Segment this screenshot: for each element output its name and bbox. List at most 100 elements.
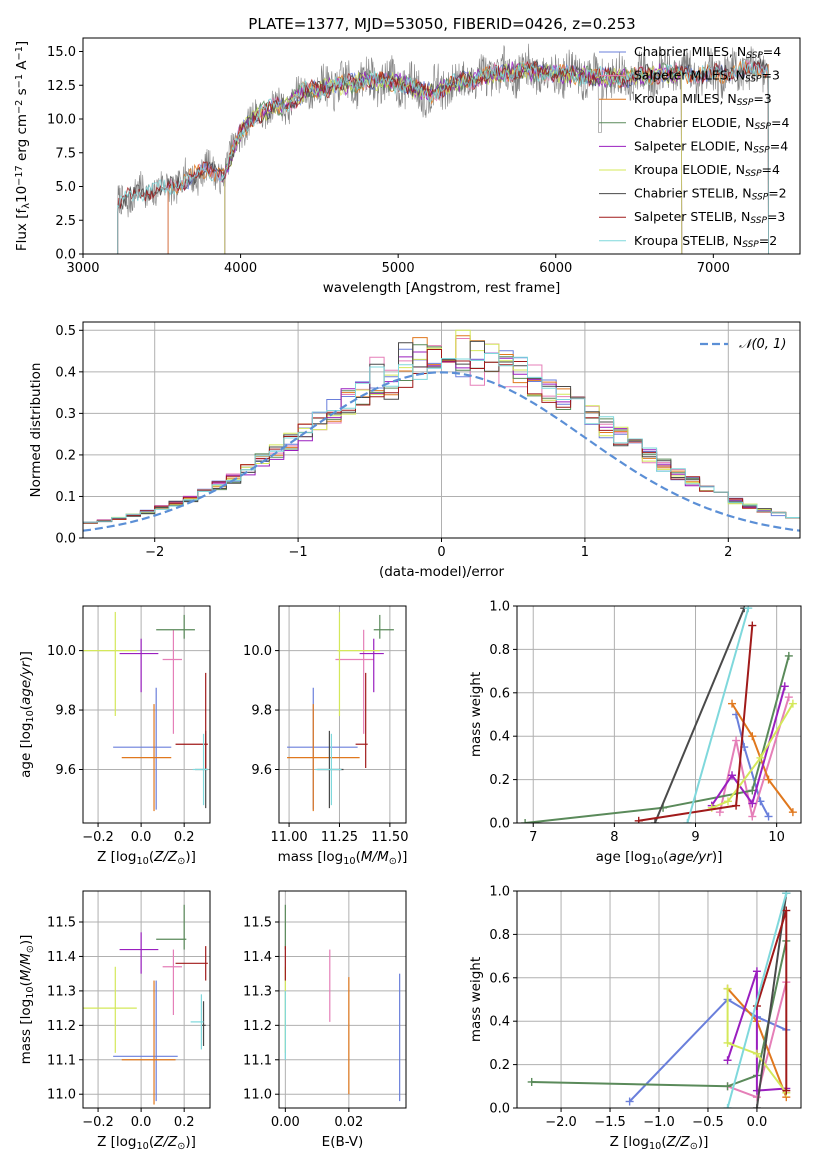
model-line-salpeter-stelib	[117, 60, 769, 254]
weight-marker	[650, 819, 659, 823]
y-axis-label: Flux [fλ10−17 erg cm−2 s−1 A−1]	[14, 41, 32, 251]
x-axis-label: Z [log10(Z/Z⊙)]	[97, 1134, 196, 1152]
legend-label: Chabrier ELODIE, NSSP=4	[634, 115, 789, 132]
y-tick-label: 11.2	[243, 1019, 272, 1034]
y-tick-label: 9.6	[55, 763, 76, 778]
weight-marker	[723, 1104, 732, 1108]
ticks: 11.00 11.25 11.50 9.6 9.8 10.0	[243, 644, 408, 845]
ticks: −0.2 0.0 0.2 11.0 11.1 11.2 11.3 11.4 11.5	[47, 916, 194, 1131]
legend: Chabrier MILES, NSSP=4 Salpeter MILES, NS…	[599, 44, 789, 250]
errorbar-kroupa-elodie	[337, 611, 380, 716]
errorbar-chabrier-elodie	[373, 614, 394, 639]
y-tick-label: 10.0	[243, 644, 272, 659]
age-vs-metallicity-panel: −0.2 0.0 0.2 9.6 9.8 10.0 Z [log10(Z/Z⊙)] age […	[18, 605, 211, 867]
weight-marker	[634, 816, 643, 823]
x-tick-label: 10	[768, 830, 785, 845]
legend-label: Salpeter MILES, NSSP=3	[634, 68, 780, 85]
y-tick-label: 2.5	[55, 214, 76, 229]
x-tick-label: 0.2	[174, 1115, 195, 1130]
weight-line-chabrier-elodie	[531, 940, 788, 1088]
x-tick-label: 8	[610, 830, 618, 845]
legend-label: Kroupa MILES, NSSP=3	[634, 91, 772, 108]
x-tick-label: −0.2	[82, 830, 114, 845]
weight-marker	[764, 812, 773, 821]
y-tick-label: 0.2	[489, 1058, 510, 1073]
errorbar-salpeter-elodie	[359, 638, 384, 693]
weight-line-salpeter-elodie	[726, 970, 787, 1092]
y-tick-label: 0.8	[489, 643, 510, 658]
weight-marker	[748, 732, 757, 741]
y-tick-label: 0.3	[55, 407, 76, 422]
y-tick-label: 0.4	[55, 365, 76, 380]
weight-line-kroupa-elodie	[711, 703, 794, 809]
errorbar-chabrier-stelib	[201, 1001, 206, 1046]
weight-marker	[782, 1086, 791, 1095]
gaussian-reference-curve	[83, 371, 800, 532]
y-tick-label: 9.8	[251, 704, 272, 719]
figure-title: PLATE=1377, MJD=53050, FIBERID=0426, z=0…	[248, 15, 635, 33]
legend-label: Salpeter STELIB, NSSP=3	[634, 209, 785, 226]
y-tick-label: 1.0	[489, 600, 510, 615]
x-axis-label: Z [log10(Z/Z⊙)]	[610, 1134, 709, 1152]
weight-marker	[788, 808, 797, 817]
errorbar-salpeter-stelib	[355, 672, 368, 769]
plot-area	[83, 904, 208, 1105]
weight-line-chabrier-elodie	[524, 655, 790, 823]
x-tick-label: 0.0	[747, 1115, 768, 1130]
errorbar-salpeter-miles	[335, 629, 374, 734]
weight-marker	[723, 984, 732, 993]
y-tick-label: 7.5	[55, 146, 76, 161]
x-axis-label: mass [log10(M/M⊙)]	[278, 849, 408, 867]
y-tick-label: 10.0	[47, 113, 76, 128]
x-tick-label: 0.00	[271, 1115, 300, 1130]
weight-marker	[752, 967, 761, 976]
errorbar-salpeter-elodie	[119, 638, 159, 693]
y-axis-label: age [log10(age/yr)]	[18, 651, 36, 778]
y-tick-label: 5.0	[55, 180, 76, 195]
ticks: 3000 4000 5000 6000 7000 0.0 2.5 5.0 7.5 10.0 12.5…	[47, 45, 730, 276]
x-tick-label: 3000	[66, 261, 99, 276]
model-line-chabrier-elodie	[224, 62, 683, 254]
x-tick-label: 11.50	[371, 830, 408, 845]
plot-area	[83, 329, 800, 538]
x-tick-label: −1.0	[643, 1115, 675, 1130]
plot-area	[527, 891, 791, 1108]
x-tick-label: 1	[581, 545, 589, 560]
x-tick-label: 5000	[382, 261, 415, 276]
axes-frame	[516, 605, 802, 824]
weight-marker	[756, 753, 765, 762]
y-tick-label: 0.6	[489, 686, 510, 701]
y-tick-label: 11.4	[47, 950, 76, 965]
mass-weight-vs-metallicity-panel: −2.0 −1.5 −1.0 −0.5 0.0 0.0 0.2 0.4 0.6 0.8 1.0 Z […	[468, 885, 802, 1152]
weight-marker	[784, 693, 793, 702]
x-tick-label: −1.5	[594, 1115, 626, 1130]
y-tick-label: 11.0	[243, 1088, 272, 1103]
x-tick-label: 4000	[224, 261, 257, 276]
errorbar-chabrier-miles	[287, 687, 358, 810]
y-axis-label: mass weight	[468, 957, 484, 1042]
plot-area	[83, 611, 208, 812]
y-tick-label: 11.3	[243, 984, 272, 999]
legend-label: Chabrier STELIB, NSSP=2	[634, 186, 787, 203]
x-tick-label: 7	[529, 830, 537, 845]
weight-marker	[788, 699, 797, 708]
weight-marker	[732, 736, 741, 745]
y-tick-label: 0.2	[489, 773, 510, 788]
weight-line-chabrier-stelib	[653, 607, 746, 823]
weight-marker	[715, 808, 724, 817]
legend-label: Kroupa STELIB, NSSP=2	[634, 233, 777, 250]
axes-frame	[82, 37, 801, 255]
x-tick-label: −0.5	[692, 1115, 724, 1130]
legend-label: Chabrier MILES, NSSP=4	[634, 44, 781, 61]
errorbar-kroupa-elodie	[83, 611, 137, 716]
x-tick-label: −1	[289, 545, 308, 560]
x-axis-label: Z [log10(Z/Z⊙)]	[97, 849, 196, 867]
y-tick-label: 0.0	[489, 817, 510, 832]
y-tick-label: 12.5	[47, 79, 76, 94]
x-tick-label: 0.0	[131, 830, 152, 845]
errorbar-kroupa-stelib	[315, 733, 342, 806]
errorbar-kroupa-miles	[121, 704, 172, 812]
y-tick-label: 11.2	[47, 1019, 76, 1034]
y-tick-label: 11.5	[243, 916, 272, 931]
weight-line-kroupa-stelib	[686, 607, 750, 823]
